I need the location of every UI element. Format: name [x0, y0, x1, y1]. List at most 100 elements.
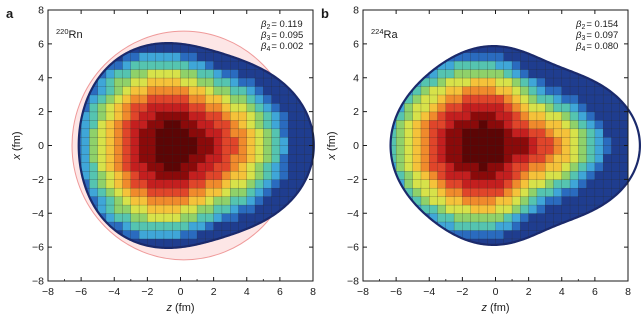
- density-cell: [122, 94, 132, 104]
- density-cell: [478, 119, 488, 130]
- density-cell: [89, 153, 99, 163]
- density-map: [78, 43, 314, 248]
- density-cell: [114, 196, 124, 206]
- density-cell: [569, 204, 579, 214]
- density-cell: [105, 196, 115, 206]
- density-cell: [611, 111, 621, 121]
- density-cell: [611, 179, 621, 189]
- density-cell: [138, 119, 148, 130]
- density-cell: [445, 111, 455, 121]
- density-cell: [594, 86, 604, 96]
- y-axis-unit: (fm): [11, 131, 23, 154]
- density-cell: [130, 102, 140, 113]
- density-cell: [445, 136, 455, 146]
- density-cell: [163, 238, 173, 248]
- density-cell: [536, 153, 546, 163]
- density-cell: [536, 128, 546, 138]
- density-cell: [205, 69, 215, 79]
- density-cell: [536, 213, 546, 223]
- density-cell: [619, 170, 629, 180]
- density-cell: [429, 119, 439, 130]
- density-cell: [89, 162, 99, 172]
- density-cell: [130, 179, 140, 189]
- density-cell: [287, 162, 297, 172]
- density-cell: [478, 230, 488, 240]
- density-cell: [172, 230, 181, 240]
- beta-symbol: β: [260, 19, 267, 30]
- density-cell: [246, 119, 256, 130]
- density-cell: [138, 136, 148, 146]
- density-cell: [478, 187, 488, 197]
- density-cell: [114, 162, 124, 172]
- density-cell: [420, 179, 430, 189]
- density-cell: [221, 187, 231, 197]
- density-cell: [172, 60, 181, 70]
- density-cell: [263, 77, 273, 87]
- density-cell: [172, 128, 181, 138]
- density-cell: [503, 153, 513, 163]
- density-cell: [213, 77, 223, 87]
- x-axis-label: z (fm): [480, 302, 509, 314]
- density-cell: [147, 77, 157, 87]
- density-cell: [196, 230, 206, 240]
- density-cell: [246, 111, 256, 121]
- density-cell: [553, 86, 563, 96]
- density-cell: [553, 94, 563, 104]
- x-tick-label: −8: [357, 286, 369, 298]
- density-cell: [287, 153, 297, 163]
- density-cell: [594, 102, 604, 113]
- density-cell: [412, 111, 422, 121]
- density-cell: [503, 136, 513, 146]
- density-cell: [553, 170, 563, 180]
- density-cell: [462, 111, 472, 121]
- density-cell: [545, 111, 554, 121]
- density-cell: [478, 213, 488, 223]
- density-cell: [429, 111, 439, 121]
- density-cell: [196, 86, 206, 96]
- density-cell: [578, 179, 588, 189]
- density-cell: [287, 119, 297, 130]
- density-cell: [172, 221, 181, 231]
- density-cell: [238, 69, 248, 79]
- density-cell: [380, 162, 389, 171]
- density-cell: [412, 102, 422, 113]
- density-cell: [495, 230, 505, 240]
- density-cell: [561, 153, 571, 163]
- density-cell: [163, 187, 173, 197]
- density-cell: [445, 179, 455, 189]
- density-cell: [420, 136, 430, 146]
- density-cell: [254, 170, 264, 180]
- density-cell: [238, 179, 248, 189]
- density-cell: [561, 128, 571, 138]
- density-cell: [561, 196, 571, 206]
- density-cell: [511, 77, 521, 87]
- density-cell: [495, 52, 505, 62]
- density-cell: [619, 128, 629, 138]
- density-cell: [163, 128, 173, 138]
- density-cell: [114, 179, 124, 189]
- density-cell: [536, 86, 546, 96]
- y-tick-label: 0: [353, 140, 359, 152]
- density-cell: [578, 111, 588, 121]
- density-cell: [296, 162, 306, 172]
- density-cell: [105, 213, 115, 223]
- density-cell: [453, 145, 463, 155]
- density-cell: [89, 170, 99, 180]
- density-cell: [487, 77, 496, 87]
- density-cell: [470, 136, 480, 146]
- density-cell: [271, 153, 281, 163]
- density-cell: [511, 179, 521, 189]
- density-cell: [97, 196, 107, 206]
- surface-outline: [389, 45, 642, 246]
- density-cell: [487, 204, 496, 214]
- density-cell: [520, 128, 530, 138]
- density-cell: [205, 94, 215, 104]
- density-cell: [155, 102, 165, 113]
- density-cell: [230, 94, 239, 104]
- density-cell: [495, 119, 505, 130]
- x-tick-label: 6: [277, 286, 283, 298]
- density-cell: [487, 187, 496, 197]
- density-cell: [495, 60, 505, 70]
- density-cell: [487, 145, 496, 155]
- density-cell: [619, 111, 629, 121]
